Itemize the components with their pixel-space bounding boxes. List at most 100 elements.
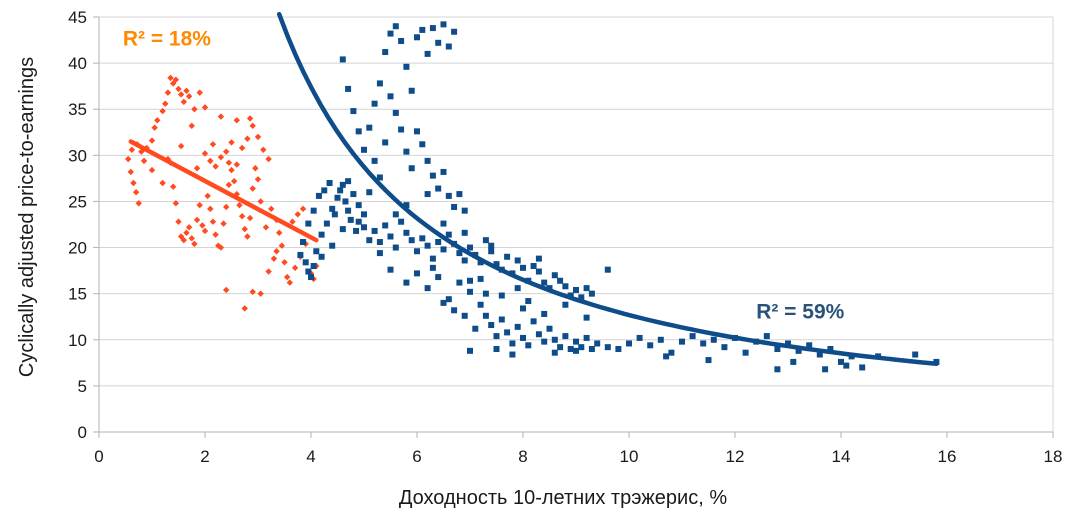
data-point-series-2 [456,279,463,286]
data-point-series-2 [414,34,420,41]
data-point-series-2 [392,244,399,251]
data-point-series-2 [482,290,489,297]
data-point-series-1 [191,106,198,113]
y-tick-label: 25 [68,192,87,211]
data-point-series-2 [451,28,458,35]
data-point-series-2 [435,39,442,46]
data-point-series-2 [387,30,394,37]
data-point-series-1 [225,181,233,189]
data-point-series-1 [188,122,195,130]
data-point-series-1 [196,89,203,96]
data-point-series-2 [477,275,484,282]
data-point-series-2 [795,347,802,354]
data-point-series-2 [329,205,336,212]
data-point-series-2 [342,198,349,205]
data-point-series-2 [403,202,410,209]
data-point-series-1 [276,229,283,236]
data-point-series-2 [429,172,436,179]
data-point-series-2 [366,237,373,244]
data-point-series-1 [193,165,201,172]
y-tick-label: 10 [68,331,87,350]
data-point-series-1 [236,201,243,209]
data-point-series-1 [217,153,225,161]
data-point-series-1 [278,242,286,249]
data-point-series-1 [223,203,230,211]
data-point-series-2 [615,346,622,352]
data-point-series-1 [252,165,259,172]
data-point-series-1 [223,148,230,155]
x-tick-label: 16 [938,447,957,466]
data-point-series-1 [209,218,217,225]
data-point-series-2 [573,338,579,345]
data-point-series-2 [525,342,532,349]
data-point-series-2 [588,346,595,352]
data-point-series-2 [440,246,447,253]
data-point-series-1 [193,216,201,224]
data-point-series-2 [429,25,436,32]
data-point-series-2 [705,357,712,364]
data-point-series-2 [382,49,389,56]
data-point-series-2 [408,237,415,244]
data-point-series-2 [822,366,829,373]
data-point-series-2 [403,229,410,236]
x-tick-label: 4 [306,447,315,466]
data-point-series-1 [299,205,307,213]
data-point-series-2 [689,333,696,340]
data-point-series-2 [742,349,749,356]
data-point-series-2 [355,202,362,209]
data-point-series-1 [257,198,264,205]
data-point-series-2 [403,148,410,155]
data-point-series-2 [382,222,389,229]
data-point-series-2 [313,248,320,255]
data-point-series-2 [472,325,479,332]
data-point-series-2 [424,242,431,249]
data-point-series-1 [159,179,166,187]
data-point-series-1 [273,248,280,255]
data-point-series-2 [541,279,548,286]
data-point-series-2 [339,181,346,188]
data-point-series-2 [912,351,919,358]
data-point-series-2 [429,255,436,262]
data-point-series-2 [419,26,426,33]
data-point-series-1 [241,305,248,312]
data-point-series-1 [268,205,275,213]
x-tick-label: 2 [200,447,209,466]
data-point-series-2 [774,346,781,352]
data-point-series-2 [578,294,585,301]
x-tick-label: 10 [620,447,639,466]
data-point-series-2 [435,239,442,246]
data-point-series-2 [392,211,399,218]
data-point-series-2 [321,187,328,194]
data-point-series-1 [246,214,254,222]
data-point-series-2 [573,347,579,354]
data-point-series-2 [376,174,383,181]
data-point-series-2 [514,285,521,292]
data-point-series-1 [291,264,299,272]
data-point-series-2 [461,312,468,319]
data-point-series-2 [626,340,632,347]
data-point-series-2 [355,128,362,135]
data-point-series-2 [488,248,495,255]
data-point-series-2 [445,192,452,199]
data-point-series-2 [482,312,489,319]
data-point-series-2 [371,227,378,234]
data-point-series-1 [244,135,251,142]
data-point-series-2 [790,358,797,365]
data-point-series-2 [451,203,458,210]
data-point-series-2 [461,207,468,214]
data-point-series-1 [294,211,301,218]
data-point-series-2 [456,250,463,257]
data-point-series-2 [583,314,590,321]
data-point-series-1 [212,231,219,238]
data-point-series-2 [583,285,590,292]
data-point-series-2 [477,259,484,266]
y-tick-label: 30 [68,146,87,165]
data-point-series-1 [254,176,262,183]
data-point-series-1 [177,91,185,98]
data-point-series-1 [286,279,293,286]
data-point-series-2 [350,191,357,198]
data-point-series-2 [514,323,521,330]
data-point-series-2 [525,298,532,305]
data-point-series-1 [124,155,132,163]
data-point-series-2 [668,349,675,356]
